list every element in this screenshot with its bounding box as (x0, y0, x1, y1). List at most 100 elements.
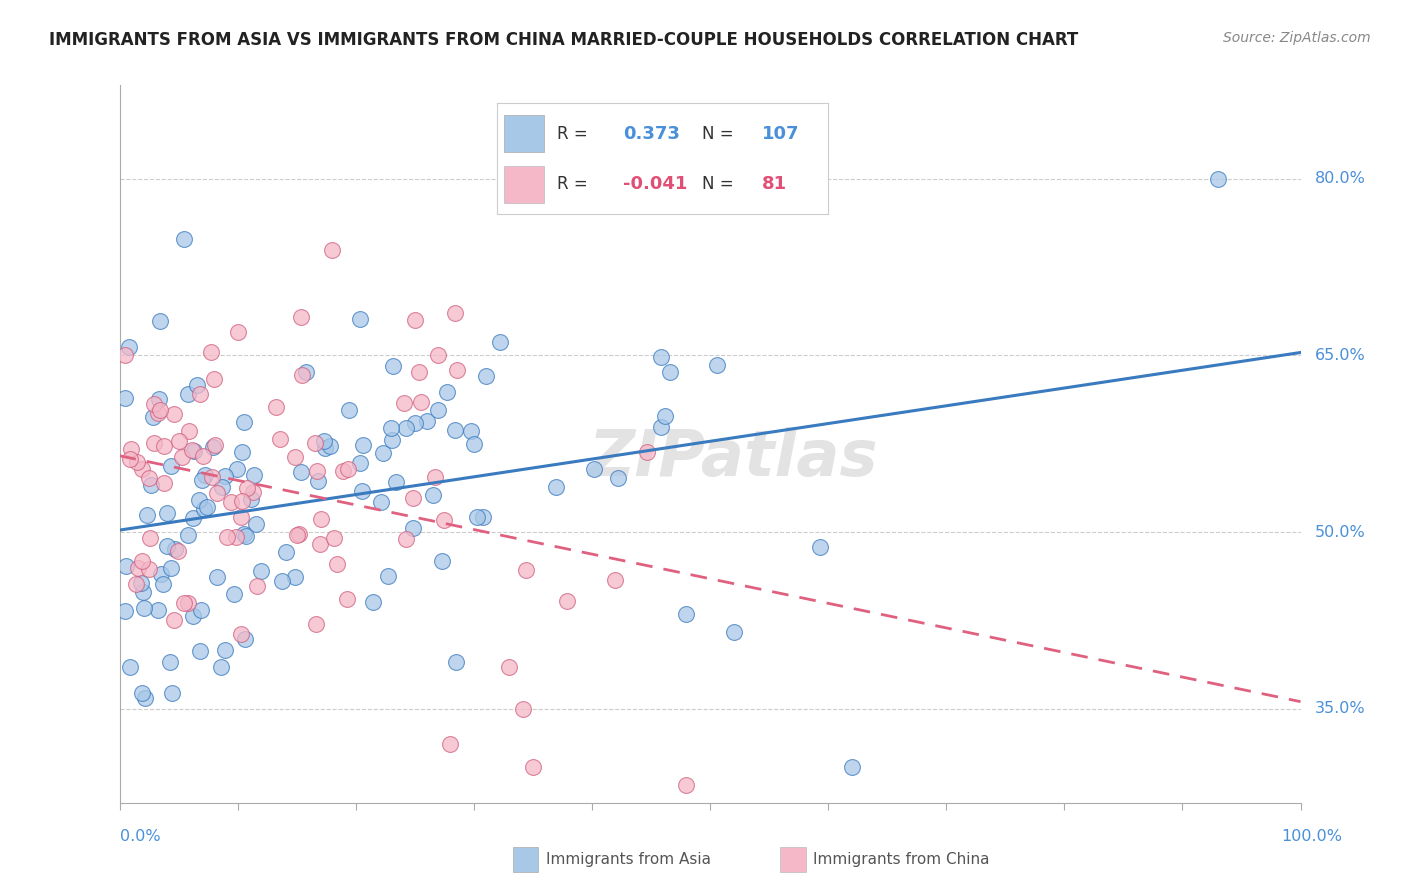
Point (706, 358, 728, 372)
Point (284, 570, 307, 584)
Point (444, 655, 467, 669)
Point (240, 491, 263, 506)
Point (723, 625, 745, 640)
Point (370, 494, 392, 508)
Point (156, 506, 179, 520)
Point (430, 554, 453, 568)
Point (181, 443, 204, 458)
Point (472, 510, 495, 524)
Point (134, 691, 156, 706)
Point (404, 417, 426, 431)
Text: ZIPatlas: ZIPatlas (589, 427, 879, 489)
Point (172, 450, 194, 465)
Point (156, 539, 179, 553)
Point (114, 348, 136, 362)
Point (202, 441, 225, 455)
Point (583, 462, 606, 476)
Point (143, 397, 166, 411)
Point (236, 481, 259, 495)
Point (187, 493, 209, 508)
Point (295, 365, 318, 379)
Point (195, 500, 218, 515)
Point (127, 455, 149, 469)
Point (132, 585, 155, 599)
Point (318, 439, 340, 453)
Point (555, 594, 578, 608)
Point (226, 461, 249, 475)
Point (658, 365, 681, 379)
Point (363, 595, 385, 609)
Point (148, 603, 170, 617)
Point (177, 387, 200, 401)
Point (512, 702, 534, 716)
Point (544, 480, 567, 494)
Point (475, 369, 498, 384)
Point (841, 760, 863, 774)
Point (654, 409, 676, 424)
Point (229, 509, 252, 524)
Point (349, 456, 371, 470)
Point (522, 760, 544, 774)
Text: Immigrants from Asia: Immigrants from Asia (546, 853, 710, 867)
Point (427, 349, 450, 363)
Point (242, 484, 264, 499)
Point (139, 478, 162, 492)
Point (149, 566, 172, 581)
Point (323, 531, 346, 545)
Point (188, 387, 211, 401)
Point (1206, 172, 1229, 186)
Point (202, 372, 225, 386)
Point (605, 573, 627, 587)
Point (395, 532, 418, 546)
Point (332, 464, 354, 478)
Point (305, 617, 328, 632)
Point (290, 465, 312, 479)
Point (200, 345, 222, 359)
Point (446, 363, 468, 377)
Point (243, 467, 266, 482)
Point (489, 335, 512, 350)
Point (131, 554, 153, 568)
Point (287, 527, 309, 541)
Point (190, 603, 212, 617)
Point (204, 438, 226, 452)
Text: 65.0%: 65.0% (1315, 348, 1365, 363)
Point (167, 434, 190, 448)
Point (465, 510, 488, 524)
Point (381, 433, 404, 447)
Point (264, 400, 287, 414)
Point (163, 407, 186, 421)
Point (167, 544, 190, 558)
Point (160, 459, 183, 474)
Point (224, 587, 246, 601)
Point (337, 403, 360, 417)
Point (148, 405, 170, 419)
Point (402, 520, 425, 534)
Point (214, 468, 236, 483)
Point (173, 596, 195, 610)
Point (160, 560, 183, 574)
Point (307, 474, 329, 488)
Point (142, 409, 165, 424)
Point (181, 511, 204, 525)
Point (193, 502, 215, 516)
Point (138, 471, 160, 485)
Point (131, 462, 153, 476)
Point (153, 475, 176, 490)
Point (636, 445, 658, 459)
Point (269, 432, 291, 446)
Point (444, 423, 467, 437)
Point (152, 439, 174, 453)
Point (352, 483, 374, 498)
Point (177, 527, 200, 541)
Text: 80.0%: 80.0% (1315, 171, 1365, 186)
Point (136, 508, 159, 523)
Point (650, 350, 672, 364)
Point (177, 596, 200, 610)
Point (125, 577, 148, 591)
Point (152, 577, 174, 591)
Point (233, 527, 256, 541)
Point (231, 445, 253, 459)
Text: 35.0%: 35.0% (1315, 701, 1365, 716)
Point (314, 441, 336, 455)
